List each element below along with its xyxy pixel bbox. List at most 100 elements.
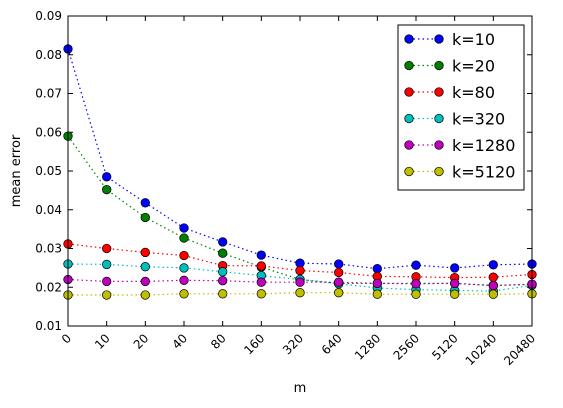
data-point: [140, 276, 150, 287]
series-k-5120: [63, 288, 537, 300]
data-point: [102, 290, 112, 300]
legend: k=10 k=20 k=80 k=320 k=1280 k=5120: [397, 24, 525, 191]
x-tick-label: 320: [280, 331, 306, 357]
data-point: [256, 250, 266, 260]
data-point: [295, 277, 305, 287]
y-tick-label: 0.07: [35, 87, 62, 101]
data-point: [179, 233, 189, 243]
x-tick-label: 20480: [501, 331, 538, 368]
data-point: [179, 289, 189, 299]
data-point: [411, 289, 421, 299]
legend-marker: [404, 87, 414, 97]
data-point: [372, 289, 382, 299]
data-point: [450, 278, 460, 289]
data-point: [102, 259, 112, 270]
data-point: [179, 275, 189, 285]
x-tick-label: 0: [59, 331, 74, 346]
legend-marker: [434, 113, 444, 124]
legend-marker: [434, 87, 444, 97]
data-point: [102, 243, 112, 254]
data-point: [488, 281, 498, 291]
y-tick-label: 0.02: [35, 280, 62, 294]
legend-marker: [404, 60, 414, 71]
data-point: [334, 259, 344, 269]
legend-item: k=20: [404, 57, 495, 76]
x-tick-label: 160: [241, 331, 267, 357]
legend-label: k=320: [452, 110, 505, 129]
legend-label: k=20: [452, 57, 495, 76]
data-point: [334, 277, 344, 287]
legend-item: k=320: [404, 110, 505, 129]
data-point: [372, 264, 382, 274]
data-point: [140, 198, 150, 208]
data-point: [256, 289, 266, 299]
legend-marker: [434, 60, 444, 71]
legend-marker: [434, 34, 444, 44]
x-tick-label: 5120: [429, 331, 460, 362]
legend-item: k=80: [404, 83, 495, 102]
data-point: [140, 262, 150, 272]
x-tick-label: 40: [169, 331, 190, 352]
data-point: [295, 288, 305, 298]
data-point: [450, 263, 460, 273]
data-point: [218, 248, 228, 258]
data-point: [179, 223, 189, 233]
legend-marker: [404, 166, 414, 177]
data-point: [179, 263, 189, 273]
data-point: [102, 276, 112, 287]
legend-item: k=10: [404, 30, 495, 49]
series-k-80: [63, 239, 537, 283]
data-point: [218, 289, 228, 299]
data-point: [218, 237, 228, 247]
x-tick-label: 10: [92, 331, 113, 352]
legend-label: k=5120: [452, 163, 515, 182]
data-point: [218, 276, 228, 286]
x-tick-label: 80: [208, 331, 229, 352]
data-point: [411, 260, 421, 270]
legend-label: k=10: [452, 30, 495, 49]
data-point: [488, 272, 498, 282]
series-k-10: [63, 44, 537, 274]
legend-marker: [434, 140, 444, 150]
data-point: [488, 260, 498, 270]
legend-item: k=5120: [404, 163, 515, 182]
x-tick-label: 640: [319, 331, 345, 357]
data-point: [140, 212, 150, 223]
legend-item: k=1280: [404, 136, 515, 155]
data-point: [218, 267, 228, 277]
legend-marker: [404, 34, 414, 44]
x-tick-label: 20: [131, 331, 152, 352]
y-axis-label: mean error: [9, 134, 24, 207]
data-point: [411, 279, 421, 289]
y-tick-label: 0.08: [35, 48, 62, 62]
x-tick-label: 1280: [352, 331, 383, 362]
y-tick-label: 0.03: [35, 242, 62, 256]
data-point: [102, 172, 112, 182]
x-tick-label: 2560: [391, 331, 422, 362]
data-point: [256, 277, 266, 287]
plot-frame: [67, 15, 533, 327]
legend-marker: [404, 113, 414, 124]
data-point: [102, 184, 112, 195]
data-point: [179, 250, 189, 261]
data-point: [334, 288, 344, 298]
legend-marker: [404, 140, 414, 150]
legend-box: [397, 24, 525, 191]
series-k-1280: [63, 274, 537, 291]
data-point: [488, 289, 498, 299]
x-axis-label: m: [294, 381, 307, 396]
series-lines: [63, 44, 537, 300]
data-point: [295, 265, 305, 276]
y-tick-label: 0.06: [35, 125, 62, 139]
y-tick-label: 0.09: [35, 9, 62, 23]
legend-label: k=1280: [452, 136, 515, 155]
legend-label: k=80: [452, 83, 495, 102]
x-tick-label: 10240: [463, 331, 500, 368]
data-point: [334, 267, 344, 278]
data-point: [140, 247, 150, 258]
y-tick-label: 0.05: [35, 164, 62, 178]
legend-marker: [434, 166, 444, 177]
y-tick-label: 0.04: [35, 203, 62, 217]
